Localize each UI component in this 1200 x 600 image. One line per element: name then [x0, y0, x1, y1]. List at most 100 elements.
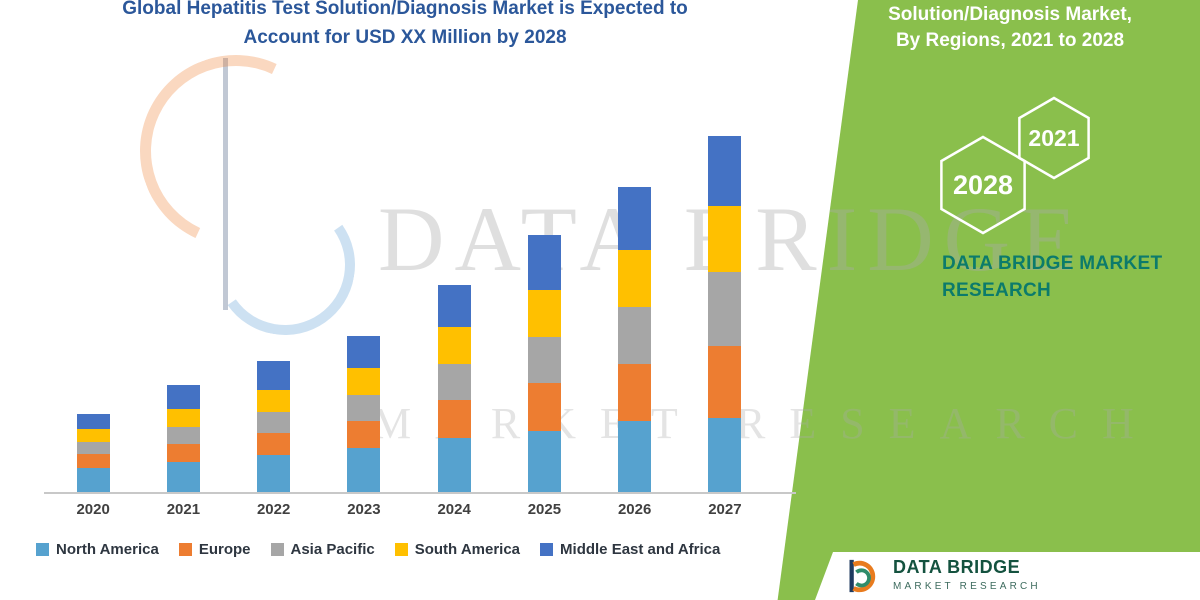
title-line2: Account for USD XX Million by 2028: [243, 27, 567, 48]
legend-swatch: [540, 543, 554, 556]
bar-segment: [708, 418, 742, 493]
bar-segment: [166, 385, 200, 409]
x-axis-label: 2020: [76, 501, 110, 518]
year-hexagons: 2028 2021: [940, 96, 1090, 235]
bar-segment: [347, 448, 381, 493]
legend-swatch: [36, 543, 49, 556]
chart-legend: North America Europe Asia Pacific South Ame…: [36, 541, 720, 558]
bar-segment: [708, 136, 742, 206]
stacked-bar-2024: [437, 285, 471, 493]
data-bridge-logo-icon: [849, 559, 876, 593]
legend-item: South America: [394, 541, 521, 558]
stacked-bar-chart: 2020 2021 2022 2023 2024 2025 2026 2027: [48, 136, 770, 521]
logo-text-block: DATA BRIDGE MARKET RESEARCH: [893, 557, 1041, 592]
x-axis-label: 2025: [527, 501, 562, 518]
bar-segment: [166, 409, 200, 427]
brand-text: DATA BRIDGE MARKET RESEARCH: [942, 250, 1162, 304]
bar-column: 2026: [590, 136, 680, 521]
bar-segment: [618, 307, 652, 364]
bar-segment: [708, 272, 742, 346]
panel-heading-line2: By Regions, 2021 to 2028: [895, 30, 1125, 51]
bar-segment: [527, 290, 561, 337]
panel-heading-line1: Solution/Diagnosis Market,: [888, 4, 1132, 25]
side-panel-heading: Solution/Diagnosis Market, By Regions, 2…: [860, 2, 1160, 54]
bar-column: 2023: [319, 136, 409, 521]
bar-column: 2027: [680, 136, 770, 521]
stacked-bar-2020: [76, 414, 110, 493]
stacked-bar-2023: [347, 336, 381, 493]
bar-segment: [347, 368, 381, 395]
bar-segment: [437, 400, 471, 438]
bar-column: 2021: [138, 136, 228, 521]
bar-segment: [708, 346, 742, 418]
bar-segment: [76, 414, 110, 429]
bar-segment: [257, 361, 291, 390]
bar-segment: [527, 431, 561, 493]
bar-segment: [257, 412, 291, 433]
bar-segment: [76, 442, 110, 454]
bar-segment: [618, 364, 652, 421]
x-axis-label: 2026: [617, 501, 652, 518]
bar-segment: [166, 444, 200, 462]
bar-segment: [708, 206, 742, 272]
x-axis-label: 2022: [256, 501, 291, 518]
legend-item: Middle East and Africa: [540, 541, 720, 558]
bar-segment: [166, 462, 200, 493]
bar-segment: [437, 327, 471, 364]
bar-segment: [618, 250, 652, 307]
bar-segment: [257, 433, 291, 455]
stacked-bar-2026: [618, 187, 652, 493]
bar-segment: [257, 455, 291, 493]
bar-segment: [618, 187, 652, 250]
bar-segment: [76, 454, 110, 468]
bar-segment: [437, 285, 471, 327]
bar-segment: [527, 383, 561, 431]
legend-label: Middle East and Africa: [560, 541, 721, 558]
background-logo-watermark-stem: [223, 58, 228, 310]
legend-label: Europe: [198, 541, 251, 558]
legend-label: Asia Pacific: [290, 541, 375, 558]
logo-subname: MARKET RESEARCH: [893, 581, 1041, 592]
stacked-bar-2027: [708, 136, 742, 493]
bar-segment: [76, 468, 110, 493]
bar-segment: [166, 427, 200, 444]
bar-column: 2020: [48, 136, 138, 521]
x-axis-label: 2023: [347, 501, 381, 518]
logo-name: DATA BRIDGE: [893, 557, 1021, 577]
legend-label: South America: [414, 541, 521, 558]
legend-item: Europe: [178, 541, 251, 558]
bar-segment: [437, 438, 471, 493]
legend-swatch: [270, 543, 284, 556]
brand-text-line2: RESEARCH: [942, 280, 1052, 301]
stacked-bar-2025: [527, 235, 561, 493]
hexagon-2021-outline: [1018, 96, 1090, 180]
legend-item: North America: [36, 541, 159, 558]
bar-segment: [347, 421, 381, 448]
bar-segment: [437, 364, 471, 400]
x-axis-line: [44, 492, 796, 494]
legend-swatch: [394, 543, 408, 556]
brand-text-line1: DATA BRIDGE MARKET: [942, 253, 1163, 274]
bar-segment: [257, 390, 291, 412]
bar-segment: [618, 421, 652, 493]
bar-segment: [76, 429, 110, 442]
hexagon-2021-label: 2021: [1028, 125, 1079, 151]
bar-column: 2025: [499, 136, 589, 521]
x-axis-label: 2027: [708, 501, 742, 518]
bar-column: 2024: [409, 136, 499, 521]
title-line1: Global Hepatitis Test Solution/Diagnosis…: [122, 0, 688, 19]
stacked-bar-2021: [166, 385, 200, 493]
legend-item: Asia Pacific: [270, 541, 375, 558]
bar-segment: [347, 395, 381, 421]
bar-column: 2022: [229, 136, 319, 521]
hexagon-2028-label: 2028: [953, 170, 1013, 200]
bar-segment: [527, 235, 561, 290]
x-axis-label: 2021: [166, 501, 201, 518]
bar-segment: [347, 336, 381, 368]
stacked-bar-2022: [257, 361, 291, 493]
legend-swatch: [178, 543, 192, 556]
x-axis-label: 2024: [437, 501, 471, 518]
legend-label: North America: [56, 541, 159, 558]
bar-segment: [527, 337, 561, 383]
